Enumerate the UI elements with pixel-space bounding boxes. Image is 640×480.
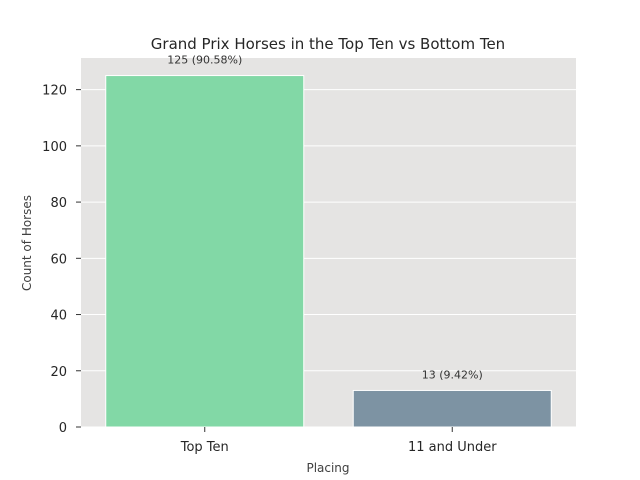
y-tick-label: 40 bbox=[50, 309, 67, 324]
data-label: 125 (90.58%) bbox=[167, 54, 242, 67]
chart-title: Grand Prix Horses in the Top Ten vs Bott… bbox=[151, 35, 505, 53]
y-tick-label: 80 bbox=[50, 196, 67, 211]
x-tick-label: 11 and Under bbox=[408, 440, 497, 455]
data-labels: 125 (90.58%) 13 (9.42%) bbox=[167, 54, 483, 382]
y-axis-label: Count of Horses bbox=[20, 195, 34, 291]
y-tick-label: 100 bbox=[42, 140, 67, 155]
x-axis-label: Placing bbox=[306, 461, 349, 475]
y-tick-label: 20 bbox=[50, 365, 67, 380]
bars bbox=[105, 75, 552, 428]
data-label: 13 (9.42%) bbox=[422, 368, 483, 381]
y-tick-label: 0 bbox=[59, 421, 67, 436]
bar bbox=[352, 389, 552, 428]
x-tick-label: Top Ten bbox=[180, 440, 229, 455]
y-axis-ticks: 0 20 40 60 80 100 120 bbox=[42, 84, 81, 436]
x-axis-ticks: Top Ten 11 and Under bbox=[180, 427, 497, 455]
y-tick-label: 120 bbox=[42, 84, 67, 99]
bar bbox=[105, 75, 305, 428]
y-tick-label: 60 bbox=[50, 252, 67, 267]
